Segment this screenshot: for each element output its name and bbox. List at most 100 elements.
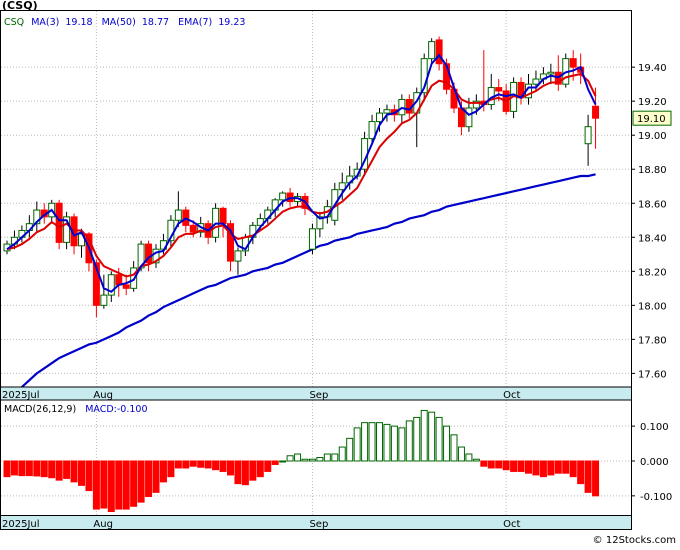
macd-legend-value: MACD:-0.100	[85, 404, 147, 415]
candle-body	[472, 100, 480, 109]
candle-body	[107, 274, 115, 296]
macd-bar	[197, 460, 205, 468]
macd-histogram	[3, 409, 600, 513]
macd-bar	[227, 460, 234, 476]
macd-bar	[286, 455, 294, 462]
macd-bar	[346, 437, 354, 462]
macd-bar	[48, 460, 56, 479]
macd-bar	[383, 423, 391, 462]
moving-average-lines	[21, 173, 596, 388]
price-legend: CSQ MA(3) 19.18 MA(50) 18.77 EMA(7) 19.2…	[4, 17, 245, 28]
macd-bar	[40, 460, 48, 478]
macd-bar	[182, 460, 190, 469]
macd-bar	[145, 460, 153, 498]
macd-bar	[271, 460, 279, 465]
macd-bar	[405, 420, 413, 462]
macd-bar	[204, 460, 212, 469]
candle-body	[219, 207, 227, 225]
macd-bar	[212, 460, 220, 471]
macd-bar	[85, 460, 93, 492]
candle-body	[100, 294, 108, 306]
macd-bar	[92, 460, 100, 510]
macd-x-month-label: Sep	[309, 519, 328, 530]
macd-bar	[554, 460, 562, 474]
macd-bar	[517, 460, 525, 472]
candle-body	[338, 182, 346, 191]
macd-bar	[234, 460, 242, 485]
macd-bar	[413, 416, 421, 462]
price-x-month-label: Aug	[93, 390, 113, 401]
macd-bar	[279, 460, 287, 463]
candle-body	[92, 262, 100, 306]
candle-body	[435, 39, 443, 65]
candle-body	[33, 209, 41, 225]
macd-bar	[3, 460, 11, 478]
macd-bar	[130, 460, 138, 507]
macd-bar	[480, 460, 488, 467]
macd-bar	[301, 458, 309, 462]
ma50-line	[21, 173, 596, 388]
candle-body	[152, 248, 160, 264]
candle-body	[189, 224, 197, 233]
candle-body	[174, 209, 182, 221]
price-ytick-label: 19.00	[638, 131, 667, 142]
macd-bar	[219, 460, 227, 472]
price-ytick-label: 19.40	[638, 63, 667, 74]
macd-x-month-label: Oct	[503, 519, 520, 530]
macd-bar	[539, 460, 547, 478]
price-ytick-label: 18.40	[638, 233, 667, 244]
price-x-month-label: Sep	[309, 390, 328, 401]
chart-title: (CSQ)	[2, 0, 38, 12]
price-x-month-label: 2025Jul	[2, 390, 40, 401]
candle-body	[465, 107, 473, 128]
macd-bar	[55, 460, 63, 481]
macd-bar	[592, 460, 600, 497]
macd-bar	[70, 460, 78, 483]
macd-bar	[428, 411, 436, 462]
price-grid	[1, 11, 631, 387]
candle-body	[547, 71, 555, 75]
legend-ma50-value: 18.77	[142, 17, 169, 28]
candle-body	[122, 284, 130, 289]
price-ytick-label: 17.60	[638, 369, 667, 380]
macd-legend: MACD(26,12,9) MACD:-0.100	[4, 404, 148, 415]
candle-body	[115, 274, 123, 286]
candle-body	[279, 192, 287, 201]
candle-body	[316, 216, 324, 230]
macd-bar	[353, 427, 361, 462]
macd-bar	[10, 460, 18, 476]
macd-bar	[249, 460, 257, 481]
macd-legend-label: MACD(26,12,9)	[4, 404, 76, 415]
macd-bar	[487, 460, 495, 469]
price-x-month-labels: 2025Jul Aug Sep Oct	[2, 390, 521, 401]
candle-body	[584, 126, 592, 145]
macd-bar	[33, 460, 41, 477]
macd-bar	[435, 416, 443, 462]
macd-y-tick-labels: 0.100 0.000 -0.100	[631, 422, 672, 503]
macd-bar	[122, 460, 130, 510]
candle-body	[592, 105, 600, 119]
macd-bar	[420, 409, 428, 462]
macd-bar	[107, 460, 115, 513]
macd-bar	[390, 425, 398, 462]
macd-bar	[167, 460, 175, 478]
candle-body	[227, 223, 234, 262]
legend-symbol: CSQ	[4, 17, 24, 28]
macd-bar	[368, 422, 376, 462]
macd-x-month-label: Aug	[93, 519, 113, 530]
macd-bar	[152, 460, 160, 493]
candle-body	[256, 218, 264, 226]
legend-ma50-label: MA(50)	[102, 17, 136, 28]
macd-bar	[532, 460, 540, 476]
price-ytick-label: 18.80	[638, 165, 667, 176]
price-ytick-label: 18.20	[638, 267, 667, 278]
legend-ma3-label: MA(3)	[31, 17, 59, 28]
macd-ytick-label: -0.100	[640, 492, 672, 503]
macd-bar	[398, 427, 406, 462]
price-ytick-label: 18.00	[638, 301, 667, 312]
candle-body	[145, 243, 153, 264]
macd-bar	[137, 460, 145, 503]
macd-bar	[256, 460, 264, 478]
price-ytick-label: 17.80	[638, 335, 667, 346]
macd-bar	[457, 446, 465, 462]
